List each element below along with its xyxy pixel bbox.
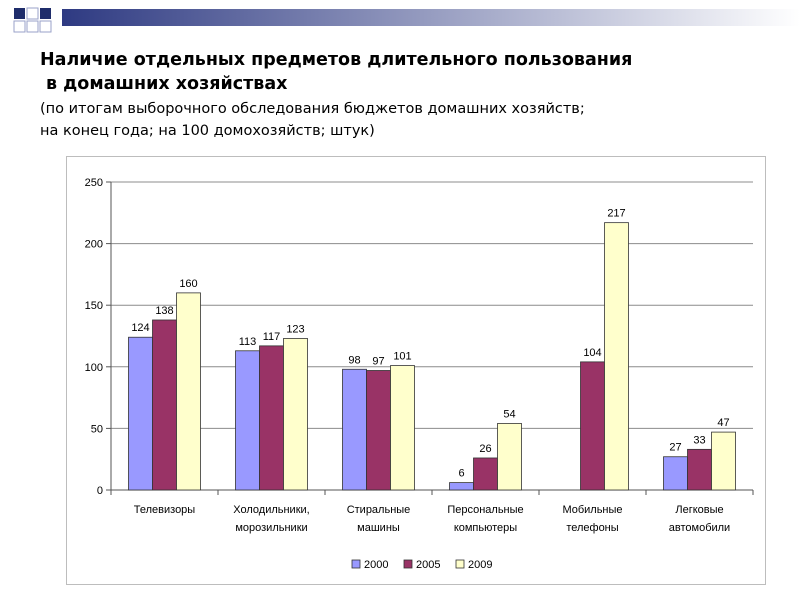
slide-title-block: Наличие отдельных предметов длительного … — [40, 48, 790, 142]
y-tick-label-250: 250 — [85, 177, 103, 189]
x-category-label-4-0: Мобильные — [562, 504, 622, 516]
deco-square-navy-1 — [14, 8, 25, 19]
data-label-2009-0: 160 — [179, 278, 197, 290]
x-category-label-5-1: автомобили — [669, 522, 730, 534]
bar-2005-3 — [473, 457, 498, 491]
header-gradient-bar — [62, 9, 800, 26]
x-category-label-1-1: морозильники — [235, 522, 307, 534]
data-label-2005-2: 97 — [372, 355, 384, 367]
bar-2009-2 — [390, 365, 415, 491]
bar-2005-1 — [259, 345, 284, 491]
bar-2009-1 — [283, 338, 308, 491]
y-tick-label-150: 150 — [85, 300, 103, 312]
bar-2000-1 — [235, 350, 260, 491]
bar-2009-5 — [711, 431, 736, 491]
deco-square-outline-4 — [26, 20, 39, 33]
y-tick-label-50: 50 — [91, 423, 103, 435]
data-label-2000-2: 98 — [348, 354, 360, 366]
legend-label-2005: 2005 — [416, 559, 440, 571]
bar-2000-3 — [449, 482, 474, 491]
legend-swatch-2009 — [455, 559, 465, 569]
x-category-label-1-0: Холодильники, — [233, 504, 309, 516]
deco-square-outline-2 — [13, 20, 26, 33]
bar-2005-2 — [366, 370, 391, 491]
legend-swatch-2005 — [403, 559, 413, 569]
bar-chart: 0 50 100 150 200 250 124 138 160 Телевизоры 113 117… — [85, 177, 754, 571]
slide-header-decoration — [13, 7, 800, 33]
x-category-label-0-0: Телевизоры — [134, 504, 196, 516]
x-category-label-5-0: Легковые — [675, 504, 723, 516]
data-label-2005-0: 138 — [155, 305, 173, 317]
data-label-2005-5: 33 — [693, 434, 705, 446]
legend-swatch-2000 — [351, 559, 361, 569]
legend-label-2009: 2009 — [468, 559, 492, 571]
x-category-label-3-1: компьютеры — [454, 522, 517, 534]
y-tick-label-0: 0 — [97, 485, 103, 497]
x-category-label-2-0: Стиральные — [347, 504, 411, 516]
bar-2000-5 — [663, 456, 688, 491]
data-label-2000-1: 113 — [239, 336, 257, 348]
data-label-2009-5: 47 — [717, 417, 729, 429]
data-label-2005-4: 104 — [583, 347, 601, 359]
bar-2005-4 — [580, 361, 605, 491]
slide-title-line-1: Наличие отдельных предметов длительного … — [40, 50, 633, 70]
deco-square-navy-2 — [40, 8, 51, 19]
bar-2009-3 — [497, 423, 522, 491]
data-label-2000-3: 6 — [458, 468, 464, 480]
data-label-2005-3: 26 — [479, 443, 491, 455]
chart-frame: 0 50 100 150 200 250 124 138 160 Телевизоры 113 117… — [66, 156, 766, 585]
slide-subtitle-line-2: на конец года; на 100 домохозяйств; штук… — [40, 123, 375, 139]
data-label-2000-0: 124 — [131, 322, 149, 334]
bar-2009-0 — [176, 292, 201, 491]
x-category-label-3-0: Персональные — [447, 504, 523, 516]
bar-2009-4 — [604, 222, 629, 491]
deco-square-outline-1 — [26, 7, 39, 20]
x-category-label-4-1: телефоны — [566, 522, 618, 534]
slide-subtitle-line-1: (по итогам выборочного обследования бюдж… — [40, 101, 585, 117]
data-label-2009-2: 101 — [393, 351, 411, 363]
y-tick-label-200: 200 — [85, 239, 103, 251]
data-label-2009-3: 54 — [503, 408, 515, 420]
bar-2005-5 — [687, 448, 712, 491]
data-label-2000-5: 27 — [669, 442, 681, 454]
deco-square-outline-3 — [39, 20, 52, 33]
data-label-2009-4: 217 — [607, 208, 625, 220]
bar-2000-2 — [342, 368, 367, 491]
data-label-2009-1: 123 — [286, 323, 304, 335]
legend-label-2000: 2000 — [364, 559, 388, 571]
slide-title-line-2: в домашних хозяйствах — [46, 74, 288, 94]
x-category-label-2-1: машины — [357, 522, 400, 534]
bar-2000-0 — [128, 336, 153, 491]
bar-2005-0 — [152, 319, 177, 491]
data-label-2005-1: 117 — [263, 331, 281, 343]
y-tick-label-100: 100 — [85, 362, 103, 374]
